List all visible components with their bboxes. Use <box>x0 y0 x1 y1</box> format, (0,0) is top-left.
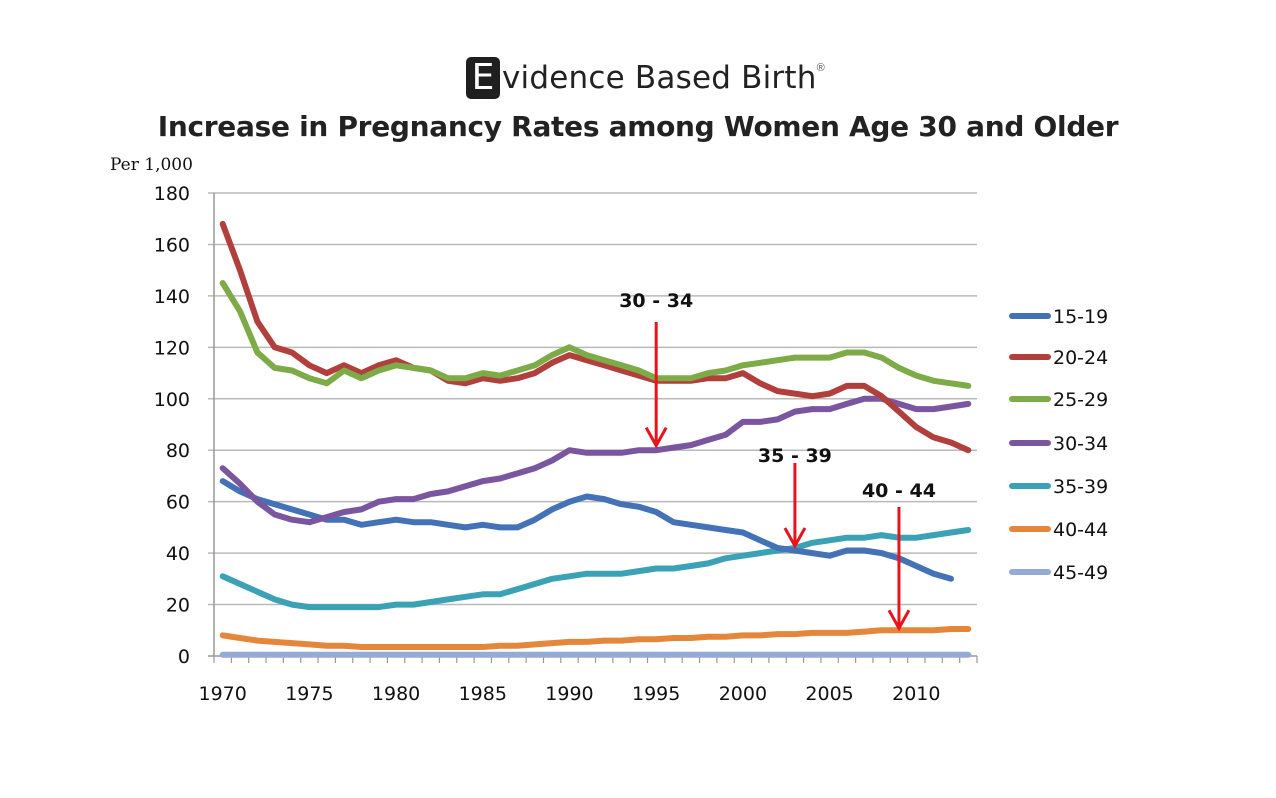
annotation-35-39: 35 - 39 <box>758 445 832 550</box>
x-tick-label: 1970 <box>198 683 246 705</box>
series-line-25-29 <box>219 280 972 389</box>
y-tick-label: 0 <box>178 646 190 668</box>
legend-label: 35-39 <box>1053 476 1108 498</box>
legend-label: 45-49 <box>1053 562 1108 584</box>
y-axis-label: Per 1,000 <box>110 155 193 175</box>
x-tick-label: 1980 <box>372 683 420 705</box>
series-line-20-24 <box>219 220 972 454</box>
legend-label: 20-24 <box>1053 347 1108 369</box>
x-tick-label: 1990 <box>545 683 593 705</box>
legend-label: 30-34 <box>1053 433 1108 455</box>
series-line-15-19 <box>219 478 954 582</box>
y-tick-label: 80 <box>166 440 190 462</box>
legend-item-20-24: 20-24 <box>1009 347 1108 369</box>
evidence-based-birth-logo: E vidence Based Birth ® <box>466 56 825 100</box>
y-tick-label: 160 <box>154 234 190 256</box>
y-tick-label: 140 <box>154 286 190 308</box>
x-tick-label: 2010 <box>892 683 940 705</box>
x-tick-label: 2000 <box>719 683 767 705</box>
legend-item-25-29: 25-29 <box>1009 389 1108 411</box>
annotation-40-44: 40 - 44 <box>862 480 936 632</box>
logo-letter: E <box>466 57 500 99</box>
legend-item-45-49: 45-49 <box>1009 562 1108 584</box>
chart-title: Increase in Pregnancy Rates among Women … <box>157 110 1119 143</box>
legend-label: 40-44 <box>1053 519 1108 541</box>
y-tick-label: 60 <box>166 492 190 514</box>
x-tick-label: 1995 <box>632 683 680 705</box>
series-line-40-44 <box>219 626 972 650</box>
y-tick-label: 120 <box>154 337 190 359</box>
arrow-down-icon <box>644 426 668 449</box>
arrow-down-icon <box>783 527 807 550</box>
legend-label: 15-19 <box>1053 306 1108 328</box>
series-line-35-39 <box>219 527 972 611</box>
annotation-label: 30 - 34 <box>619 290 693 312</box>
annotation-30-34: 30 - 34 <box>619 290 693 449</box>
annotation-label: 40 - 44 <box>862 480 936 502</box>
y-tick-label: 20 <box>166 595 190 617</box>
y-tick-label: 40 <box>166 543 190 565</box>
legend-item-15-19: 15-19 <box>1009 306 1108 328</box>
arrow-down-icon <box>887 609 911 632</box>
legend-label: 25-29 <box>1053 389 1108 411</box>
x-tick-label: 1985 <box>459 683 507 705</box>
legend-item-35-39: 35-39 <box>1009 476 1108 498</box>
x-tick-label: 1975 <box>285 683 333 705</box>
series-line-30-34 <box>219 395 972 526</box>
x-tick-label: 2005 <box>805 683 853 705</box>
registered-mark: ® <box>816 62 825 74</box>
logo-text: vidence Based Birth <box>502 60 817 96</box>
annotation-label: 35 - 39 <box>758 445 832 467</box>
legend-item-30-34: 30-34 <box>1009 433 1108 455</box>
y-tick-label: 100 <box>154 389 190 411</box>
y-tick-label: 180 <box>154 183 190 205</box>
legend-item-40-44: 40-44 <box>1009 519 1108 541</box>
